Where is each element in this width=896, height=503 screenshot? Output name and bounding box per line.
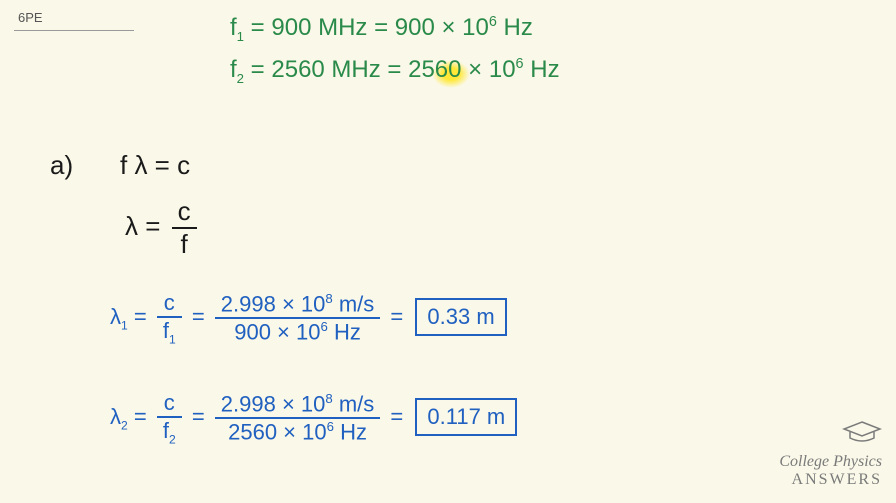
lambda1-eq1: = [134, 304, 153, 329]
lambda2-frac1-num: c [157, 390, 182, 416]
lambda2-frac1-den: f2 [157, 416, 182, 446]
problem-label: 6PE [18, 10, 43, 25]
frac-c-over-f: c f [172, 196, 197, 260]
given-f1: f1 = 900 MHz = 900 × 106 Hz [230, 14, 533, 44]
f2-unit: Hz [524, 56, 560, 83]
given-f2: f2 = 2560 MHz = 2560 × 106 Hz [230, 56, 560, 86]
logo-line1: College Physics [779, 453, 882, 471]
lambda1-sub: 1 [121, 318, 128, 332]
lambda2-frac1: c f2 [157, 390, 182, 446]
lambda2-row: λ2 = c f2 = 2.998 × 108 m/s 2560 × 106 H… [110, 390, 517, 446]
brand-logo: College Physics ANSWERS [779, 420, 882, 489]
f2-exp: 6 [516, 56, 524, 72]
lambda2-frac2-num: 2.998 × 108 m/s [215, 391, 381, 417]
f1-sub: 1 [237, 29, 244, 44]
divider [14, 30, 134, 31]
lambda2-answer: 0.117 m [427, 404, 505, 429]
lambda1-num-exp: 8 [325, 291, 332, 306]
logo-line2: ANSWERS [779, 471, 882, 489]
f1-unit: Hz [497, 14, 533, 41]
f2-sub: 2 [237, 71, 244, 86]
f1-line: = 900 MHz = 900 × 10 [244, 14, 489, 41]
lambda2-sub: 2 [121, 418, 128, 432]
frac-num: c [172, 196, 197, 227]
lambda1-frac1-den-sub: 1 [169, 332, 176, 346]
lambda1-den-unit: Hz [328, 320, 361, 345]
f2-var: f [230, 56, 237, 83]
lambda1-num-a: 2.998 × 10 [221, 291, 326, 316]
lambda2-eq2: = [192, 404, 211, 429]
lambda1-frac2: 2.998 × 108 m/s 900 × 106 Hz [215, 291, 381, 346]
lambda1-eq2: = [192, 304, 211, 329]
f1-exp: 6 [489, 14, 497, 30]
lambda2-num-unit: m/s [333, 391, 375, 416]
lambda1-var: λ [110, 304, 121, 329]
lambda2-frac1-den-sub: 2 [169, 432, 176, 446]
lambda2-frac2: 2.998 × 108 m/s 2560 × 106 Hz [215, 391, 381, 446]
lambda1-frac2-num: 2.998 × 108 m/s [215, 291, 381, 317]
lambda2-num-a: 2.998 × 10 [221, 391, 326, 416]
lambda2-den-a: 2560 × 10 [228, 420, 326, 445]
lambda1-answer: 0.33 m [427, 304, 494, 329]
lambda2-answer-box: 0.117 m [415, 398, 517, 436]
f1-var: f [230, 14, 237, 41]
eq-lambda-cf: λ = c f [125, 196, 201, 260]
f2-line: = 2560 MHz = 2560 × 10 [244, 56, 516, 83]
eq-flambda-c: f λ = c [120, 150, 190, 181]
lambda-eq-lhs: λ = [125, 211, 168, 241]
lambda1-row: λ1 = c f1 = 2.998 × 108 m/s 900 × 106 Hz… [110, 290, 507, 346]
graduation-cap-icon [779, 420, 882, 451]
lambda1-den-exp: 6 [320, 319, 327, 334]
part-a-label: a) [50, 150, 73, 181]
lambda1-frac1-num: c [157, 290, 182, 316]
lambda2-eq3: = [390, 404, 409, 429]
lambda1-answer-box: 0.33 m [415, 298, 506, 336]
lambda2-frac2-den: 2560 × 106 Hz [215, 417, 381, 445]
lambda2-eq1: = [134, 404, 153, 429]
lambda1-eq3: = [390, 304, 409, 329]
lambda1-frac1: c f1 [157, 290, 182, 346]
lambda1-frac1-den: f1 [157, 316, 182, 346]
lambda1-den-a: 900 × 10 [234, 320, 320, 345]
lambda2-var: λ [110, 404, 121, 429]
lambda1-frac2-den: 900 × 106 Hz [215, 317, 381, 345]
lambda2-den-unit: Hz [334, 420, 367, 445]
lambda2-num-exp: 8 [325, 391, 332, 406]
lambda2-den-exp: 6 [327, 419, 334, 434]
frac-den: f [172, 227, 197, 260]
lambda1-num-unit: m/s [333, 291, 375, 316]
